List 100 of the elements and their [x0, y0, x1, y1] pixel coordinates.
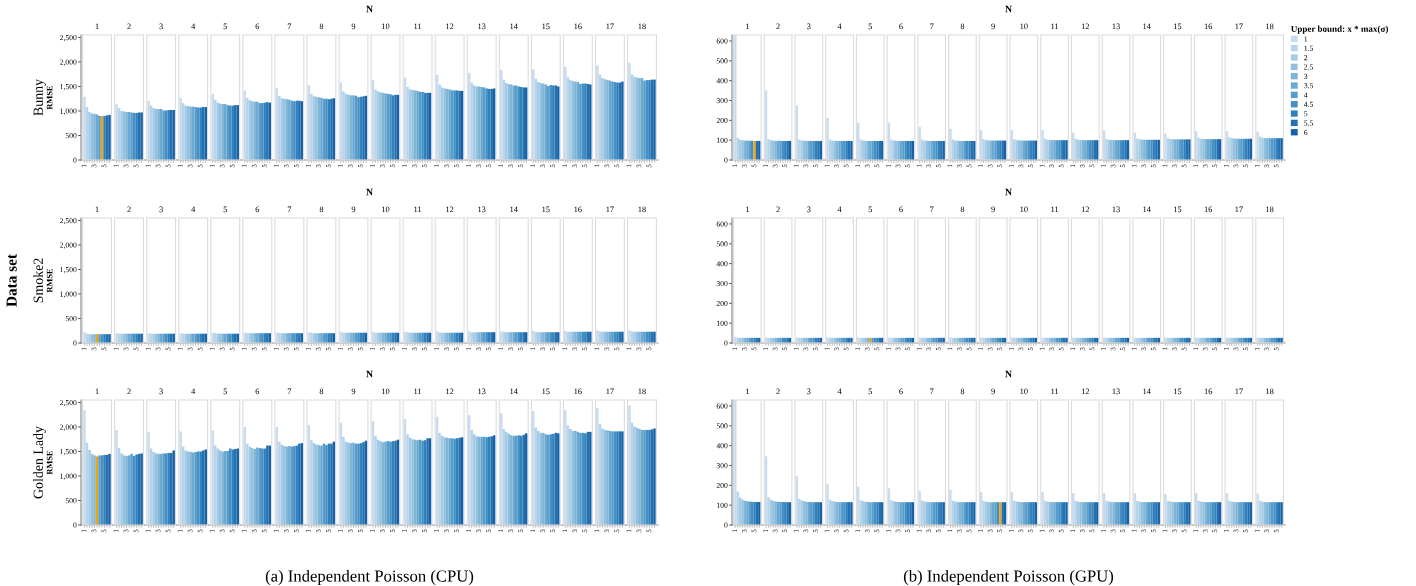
x-tick-label: 11	[414, 206, 422, 213]
x-tick-label: 12	[446, 23, 454, 30]
x-tick-label: 5	[223, 23, 228, 30]
x-tick-label: 9	[351, 23, 356, 30]
x-tick-label: 2	[127, 23, 131, 30]
x-tick-label: 6	[899, 388, 903, 395]
x-axis-title: N	[1005, 370, 1012, 378]
x-tick-label: 12	[1081, 23, 1090, 30]
x-tick-label: 13	[478, 206, 486, 213]
x-tick-label: 8	[960, 388, 965, 395]
x-tick-label: 12	[1081, 388, 1090, 395]
legend-title: Upper bound: x * max(σ)	[1291, 25, 1388, 34]
x-tick-label: 4	[191, 388, 196, 395]
text: Data set	[6, 254, 17, 307]
x-tick-label: 4	[191, 206, 196, 213]
x-tick-label: 5	[868, 23, 873, 30]
x-tick-label: 18	[638, 23, 646, 30]
x-tick-label: 17	[606, 388, 614, 395]
x-tick-label: 1	[746, 23, 749, 30]
x-tick-label: 14	[510, 23, 518, 30]
x-tick-label: 15	[1174, 388, 1182, 395]
x-tick-label: 13	[478, 23, 486, 30]
x-tick-label: 16	[574, 206, 582, 213]
x-tick-label: 2	[127, 388, 131, 395]
x-tick-label: 2	[776, 23, 780, 30]
x-tick-label: 5	[223, 206, 228, 213]
x-tick-label: 17	[606, 23, 614, 30]
x-tick-label: 2	[127, 206, 131, 213]
x-tick-label: 10	[1020, 23, 1028, 30]
x-tick-label: 17	[606, 206, 614, 213]
x-tick-label: 6	[255, 23, 260, 30]
text: Golden Lady	[33, 426, 46, 499]
x-tick-label: 7	[930, 388, 934, 395]
x-tick-label: 10	[382, 206, 390, 213]
bar	[1041, 130, 1044, 160]
x-tick-label: 6	[255, 206, 260, 213]
text: (b) Independent Poisson (GPU)	[903, 569, 1114, 586]
x-tick-label: 15	[542, 206, 550, 213]
bar	[826, 117, 829, 160]
text: Bunny	[33, 79, 46, 116]
x-tick-label: 14	[1143, 206, 1151, 213]
x-tick-label: 8	[960, 206, 965, 213]
bar	[949, 128, 952, 160]
x-tick-label: 18	[638, 206, 646, 213]
x-tick-label: 10	[382, 388, 390, 395]
x-tick-label: 16	[574, 388, 582, 395]
x-tick-label: 8	[960, 23, 965, 30]
x-tick-label: 9	[351, 388, 356, 395]
x-tick-label: 7	[930, 206, 934, 213]
x-tick-label: 1	[95, 206, 99, 213]
x-tick-label: 9	[991, 388, 995, 395]
x-tick-label: 1	[95, 23, 99, 30]
x-tick-label: 3	[159, 23, 163, 30]
x-axis-title: N	[366, 5, 373, 13]
x-tick-label: 15	[542, 388, 550, 395]
x-tick-label: 2	[776, 388, 780, 395]
x-tick-label: 16	[1204, 23, 1213, 30]
x-tick-label: 15	[1174, 206, 1182, 213]
x-axis-title: N	[366, 370, 373, 378]
x-tick-label: 8	[319, 388, 324, 395]
x-tick-label: 6	[899, 23, 903, 30]
x-axis-title: N	[366, 188, 373, 196]
x-tick-label: 3	[159, 206, 163, 213]
x-tick-label: 6	[899, 206, 903, 213]
x-tick-label: 3	[807, 23, 811, 30]
x-tick-label: 6	[255, 388, 260, 395]
x-tick-label: 17	[1235, 206, 1243, 213]
x-tick-label: 13	[1112, 23, 1120, 30]
x-tick-label: 16	[1204, 206, 1213, 213]
x-tick-label: 10	[1020, 388, 1028, 395]
x-tick-label: 17	[1235, 388, 1243, 395]
x-tick-label: 10	[382, 23, 390, 30]
text: Smoke2	[33, 258, 43, 303]
x-tick-label: 8	[319, 206, 324, 213]
x-tick-label: 18	[1266, 23, 1274, 30]
x-tick-label: 4	[837, 23, 842, 30]
x-tick-label: 2	[776, 206, 780, 213]
x-tick-label: 13	[1112, 206, 1120, 213]
x-tick-label: 11	[414, 388, 422, 395]
x-tick-label: 7	[287, 23, 292, 30]
x-tick-label: 16	[574, 23, 582, 30]
x-tick-label: 13	[1112, 388, 1120, 395]
x-tick-label: 8	[319, 23, 324, 30]
x-tick-label: 16	[1204, 388, 1213, 395]
x-tick-label: 9	[351, 206, 356, 213]
x-tick-label: 14	[510, 206, 518, 213]
x-tick-label: 9	[991, 23, 995, 30]
y-axis-title: RMSE	[46, 450, 53, 475]
y-axis-title: RMSE	[46, 85, 53, 110]
x-tick-label: 15	[542, 23, 550, 30]
x-tick-label: 13	[478, 388, 486, 395]
x-tick-label: 4	[837, 388, 842, 395]
x-tick-label: 18	[638, 388, 646, 395]
x-tick-label: 9	[991, 206, 995, 213]
x-tick-label: 7	[287, 388, 292, 395]
x-tick-label: 12	[446, 388, 454, 395]
x-tick-label: 7	[930, 23, 934, 30]
bar	[1256, 131, 1259, 160]
x-tick-label: 10	[1020, 206, 1028, 213]
text: (a) Independent Poisson (CPU)	[265, 569, 474, 586]
